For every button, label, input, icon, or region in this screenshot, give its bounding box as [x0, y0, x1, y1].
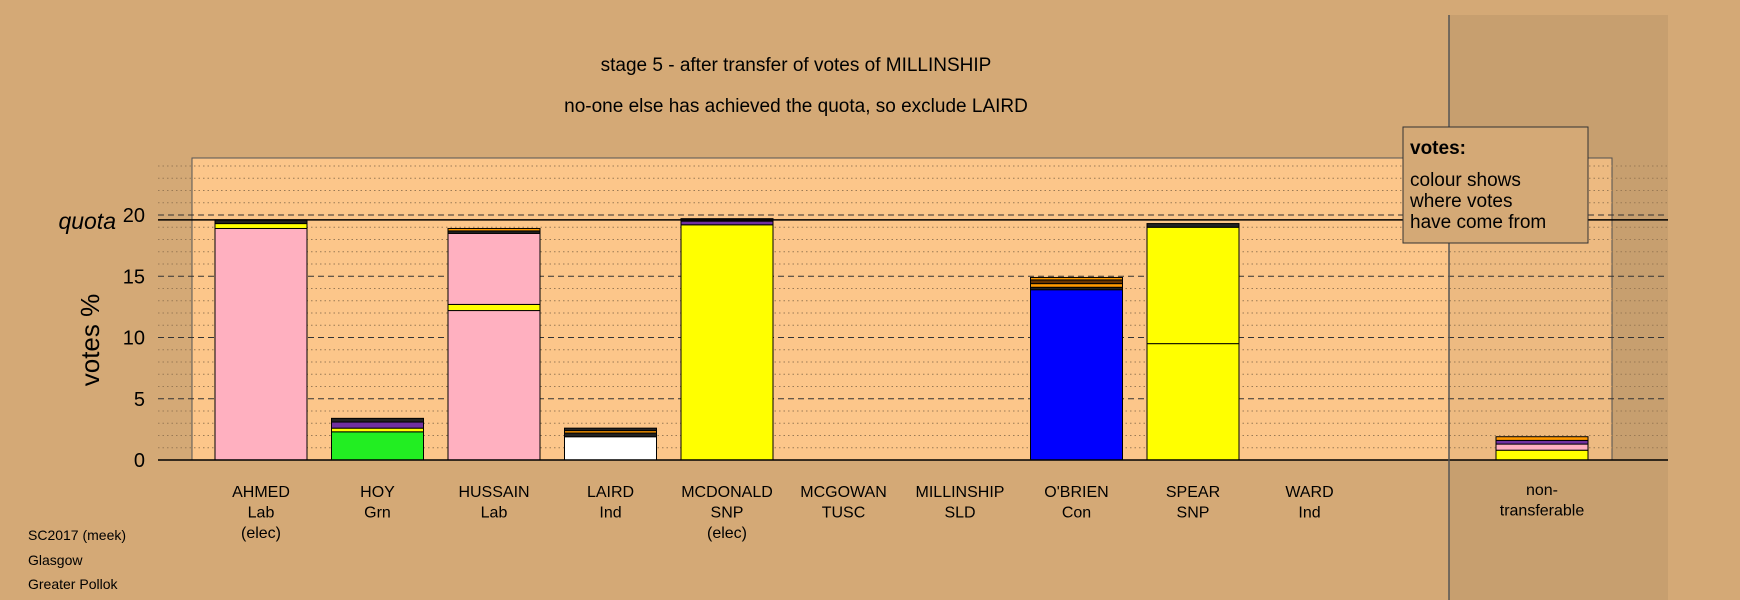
nontransferable-label: non- — [1526, 482, 1558, 499]
bar-hussain — [447, 232, 541, 305]
category-name-label: MCDONALD — [681, 484, 773, 501]
bar-obrien — [1030, 279, 1123, 285]
bar-hoy — [331, 417, 424, 423]
legend-line: colour shows — [1410, 170, 1521, 191]
legend-box — [1402, 126, 1589, 244]
bar-laird — [564, 427, 657, 432]
bar-ahmed — [214, 227, 308, 461]
legend-line: where votes — [1409, 191, 1512, 212]
bar-laird — [564, 436, 657, 461]
category-note-label: (elec) — [241, 525, 281, 542]
legend-line: have come from — [1410, 212, 1546, 233]
bar-nontransferable — [1495, 439, 1589, 445]
category-name-label: HOY — [360, 484, 395, 501]
nontransferable-label: transferable — [1500, 503, 1585, 520]
y-axis-label: votes % — [75, 294, 105, 387]
bar-hoy — [331, 427, 424, 433]
category-name-label: WARD — [1285, 484, 1333, 501]
category-party-label: Con — [1062, 505, 1091, 522]
category-note-label: (elec) — [707, 525, 747, 542]
y-tick-label: 20 — [123, 205, 145, 227]
chart-title-line1: stage 5 - after transfer of votes of MIL… — [601, 55, 992, 76]
category-party-label: SNP — [1177, 505, 1210, 522]
category-party-label: TUSC — [822, 505, 866, 522]
category-name-label: SPEAR — [1166, 484, 1220, 501]
bar-spear — [1146, 343, 1240, 461]
bar-obrien — [1030, 283, 1123, 288]
legend-heading: votes: — [1410, 138, 1466, 159]
bar-spear — [1146, 226, 1240, 345]
category-party-label: Ind — [1298, 505, 1320, 522]
category-name-label: HUSSAIN — [458, 484, 529, 501]
category-party-label: SLD — [944, 505, 975, 522]
nontransferable-region — [1449, 15, 1668, 600]
bar-nontransferable — [1495, 436, 1589, 441]
bar-laird — [564, 432, 657, 438]
category-party-label: Grn — [364, 505, 391, 522]
category-party-label: Ind — [599, 505, 621, 522]
quota-label: quota — [58, 208, 116, 234]
plot-area — [191, 157, 1613, 461]
category-name-label: O'BRIEN — [1044, 484, 1108, 501]
footer-line-1: SC2017 (meek) — [28, 527, 126, 543]
y-tick-label: 0 — [134, 450, 145, 472]
bar-hussain — [447, 227, 541, 232]
y-tick-label: 15 — [123, 266, 145, 288]
category-name-label: MILLINSHIP — [916, 484, 1005, 501]
chart-title-line2: no-one else has achieved the quota, so e… — [564, 96, 1028, 117]
category-party-label: Lab — [481, 505, 508, 522]
category-name-label: MCGOWAN — [800, 484, 887, 501]
y-tick-label: 5 — [134, 389, 145, 411]
bar-nontransferable — [1495, 443, 1589, 451]
bar-ahmed — [214, 223, 308, 229]
bar-hoy — [331, 431, 424, 461]
bar-hussain — [447, 310, 541, 461]
bar-spear — [1146, 223, 1240, 228]
category-name-label: AHMED — [232, 484, 290, 501]
bar-hoy — [331, 421, 424, 429]
bar-hussain — [447, 303, 541, 312]
bar-obrien — [1030, 276, 1123, 281]
category-name-label: LAIRD — [587, 484, 634, 501]
bar-mcdonald — [680, 220, 774, 226]
bar-mcdonald — [680, 224, 774, 461]
category-party-label: Lab — [248, 505, 275, 522]
footer-line-2: Glasgow — [28, 552, 83, 568]
bar-obrien — [1030, 289, 1123, 461]
footer-line-3: Greater Pollok — [28, 576, 118, 592]
y-tick-label: 10 — [123, 328, 145, 350]
category-party-label: SNP — [711, 505, 744, 522]
bar-nontransferable — [1495, 449, 1589, 461]
